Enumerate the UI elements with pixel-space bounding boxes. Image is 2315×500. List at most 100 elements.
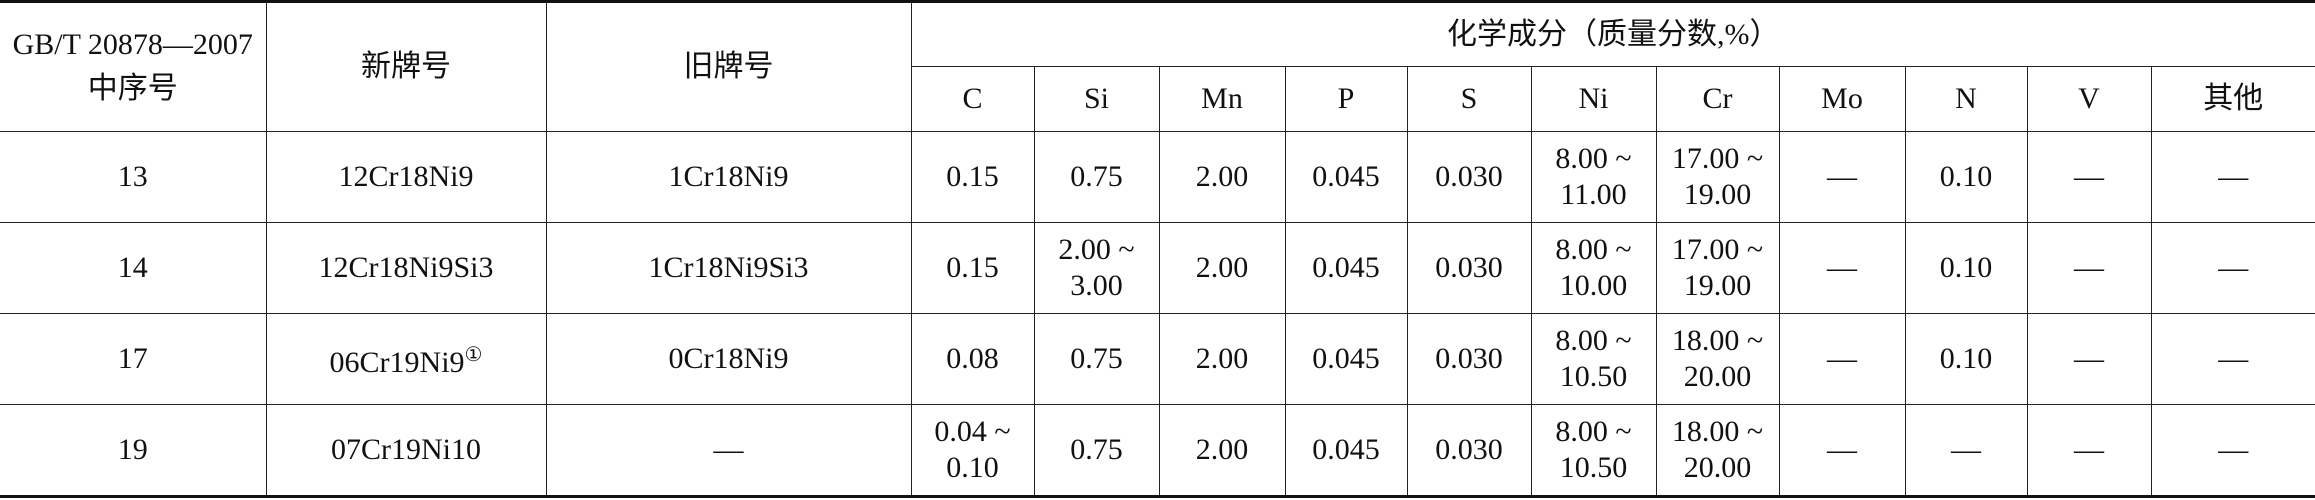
- header-cell: 新牌号: [265, 0, 547, 132]
- header-cell: V: [2026, 66, 2152, 132]
- data-cell: —: [1778, 404, 1906, 498]
- data-cell: 2.00: [1158, 404, 1286, 498]
- cell-line: 8.00 ~: [1555, 415, 1632, 448]
- data-cell: 0.10: [1904, 222, 2028, 314]
- cell-line: 8.00 ~: [1555, 233, 1632, 266]
- data-cell: 2.00: [1158, 222, 1286, 314]
- data-cell: 2.00: [1158, 131, 1286, 223]
- cell-text: P: [1337, 82, 1355, 115]
- data-cell: 0.030: [1406, 313, 1532, 405]
- cell-text: 12Cr18Ni9Si3: [318, 251, 494, 284]
- data-cell: 18.00 ~20.00: [1655, 404, 1780, 498]
- data-cell: 0Cr18Ni9: [545, 313, 912, 405]
- header-cell: GB/T 20878—2007 中序号: [0, 0, 267, 132]
- data-cell: 18.00 ~20.00: [1655, 313, 1780, 405]
- data-cell: 06Cr19Ni9①: [265, 313, 547, 405]
- data-cell: 0.030: [1406, 404, 1532, 498]
- data-cell: —: [545, 404, 912, 498]
- data-cell: 1Cr18Ni9: [545, 131, 912, 223]
- cell-text: Si: [1083, 82, 1110, 115]
- cell-text: 新牌号: [361, 50, 451, 83]
- cell-text: 0.030: [1435, 342, 1503, 375]
- cell-line: 20.00: [1683, 451, 1752, 484]
- header-cell: C: [911, 66, 1035, 132]
- cell-line: 10.50: [1559, 451, 1628, 484]
- data-cell: —: [2026, 313, 2152, 405]
- data-cell: —: [1904, 404, 2028, 498]
- data-cell: —: [1778, 222, 1906, 314]
- header-cell: Mn: [1158, 66, 1286, 132]
- cell-text: —: [1827, 251, 1857, 284]
- cell-text: S: [1460, 82, 1478, 115]
- cell-text: 1Cr18Ni9: [668, 160, 789, 193]
- data-cell: 0.04 ~0.10: [910, 404, 1035, 498]
- cell-line: 20.00: [1683, 360, 1752, 393]
- cell-text: 0.75: [1070, 160, 1123, 193]
- data-cell: —: [1778, 131, 1906, 223]
- cell-line: 8.00 ~: [1555, 142, 1632, 175]
- data-cell: 17.00 ~19.00: [1655, 131, 1780, 223]
- cell-text: 06Cr19Ni9: [329, 346, 465, 379]
- cell-text: —: [2074, 342, 2104, 375]
- cell-text: —: [1827, 342, 1857, 375]
- cell-text: 化学成分（质量分数,%）: [1447, 17, 1780, 51]
- cell-text: 0.75: [1070, 433, 1123, 466]
- data-cell: 14: [0, 222, 267, 314]
- data-cell: 12Cr18Ni9: [265, 131, 547, 223]
- cell-text: Ni: [1578, 82, 1609, 115]
- cell-line: 中序号: [87, 72, 178, 105]
- data-cell: 0.030: [1406, 131, 1532, 223]
- cell-text: 0.08: [946, 342, 999, 375]
- data-row: 13 12Cr18Ni9 1Cr18Ni9 0.15 0.75 2.00 0.045 0.03…: [0, 131, 2315, 223]
- cell-text: 0Cr18Ni9: [668, 342, 789, 375]
- cell-line: 3.00: [1070, 269, 1123, 302]
- header-row: GB/T 20878—2007 中序号 新牌号 旧牌号 化学成分（质量分数,%）: [0, 0, 2315, 132]
- data-cell: 0.75: [1033, 131, 1160, 223]
- cell-text: 13: [117, 160, 148, 193]
- data-cell: 0.15: [910, 222, 1035, 314]
- cell-text: 07Cr19Ni10: [331, 433, 481, 466]
- cell-text: 其他: [2203, 82, 2264, 115]
- cell-text: 2.00: [1195, 342, 1249, 375]
- cell-text: 12Cr18Ni9: [338, 160, 474, 193]
- cell-text: 2.00: [1195, 160, 1249, 193]
- cell-line: 17.00 ~: [1671, 142, 1764, 175]
- data-cell: 2.00 ~3.00: [1033, 222, 1160, 314]
- cell-text: —: [2074, 160, 2104, 193]
- data-row: 14 12Cr18Ni9Si3 1Cr18Ni9Si3 0.15 2.00 ~3.00 2…: [0, 222, 2315, 314]
- footnote-mark: ①: [464, 344, 483, 366]
- cell-text: 2.00: [1195, 251, 1249, 284]
- data-cell: 13: [0, 131, 267, 223]
- cell-text: —: [2218, 160, 2249, 193]
- cell-text: 17: [117, 342, 148, 375]
- cell-text: Mo: [1821, 82, 1863, 115]
- cell-line: 18.00 ~: [1671, 415, 1764, 448]
- cell-line: 17.00 ~: [1671, 233, 1764, 266]
- header-cell: Si: [1033, 66, 1160, 132]
- cell-text: 0.10: [1939, 251, 1993, 284]
- data-row: 19 07Cr19Ni10 — 0.04 ~0.10 0.75 2.00 0.045 0.03…: [0, 404, 2315, 498]
- data-cell: 0.75: [1033, 313, 1160, 405]
- data-cell: 0.045: [1284, 313, 1408, 405]
- cell-text: —: [1827, 433, 1857, 466]
- data-cell: —: [2150, 222, 2315, 314]
- header-cell: 其他: [2150, 66, 2315, 132]
- cell-text: 0.10: [1939, 160, 1993, 193]
- header-cell: N: [1904, 66, 2028, 132]
- data-cell: —: [2150, 313, 2315, 405]
- cell-line: 18.00 ~: [1671, 324, 1764, 357]
- cell-text: Mn: [1201, 82, 1243, 115]
- data-cell: —: [2150, 404, 2315, 498]
- cell-text: C: [962, 82, 983, 115]
- cell-text: Cr: [1702, 82, 1733, 115]
- cell-text: 0.15: [946, 251, 999, 284]
- cell-text: —: [713, 433, 744, 466]
- cell-text: 2.00: [1195, 433, 1249, 466]
- cell-line: 10.50: [1559, 360, 1628, 393]
- data-cell: —: [1778, 313, 1906, 405]
- cell-line: 10.00: [1559, 269, 1628, 302]
- cell-text: —: [2218, 251, 2249, 284]
- cell-text: 0.10: [1939, 342, 1993, 375]
